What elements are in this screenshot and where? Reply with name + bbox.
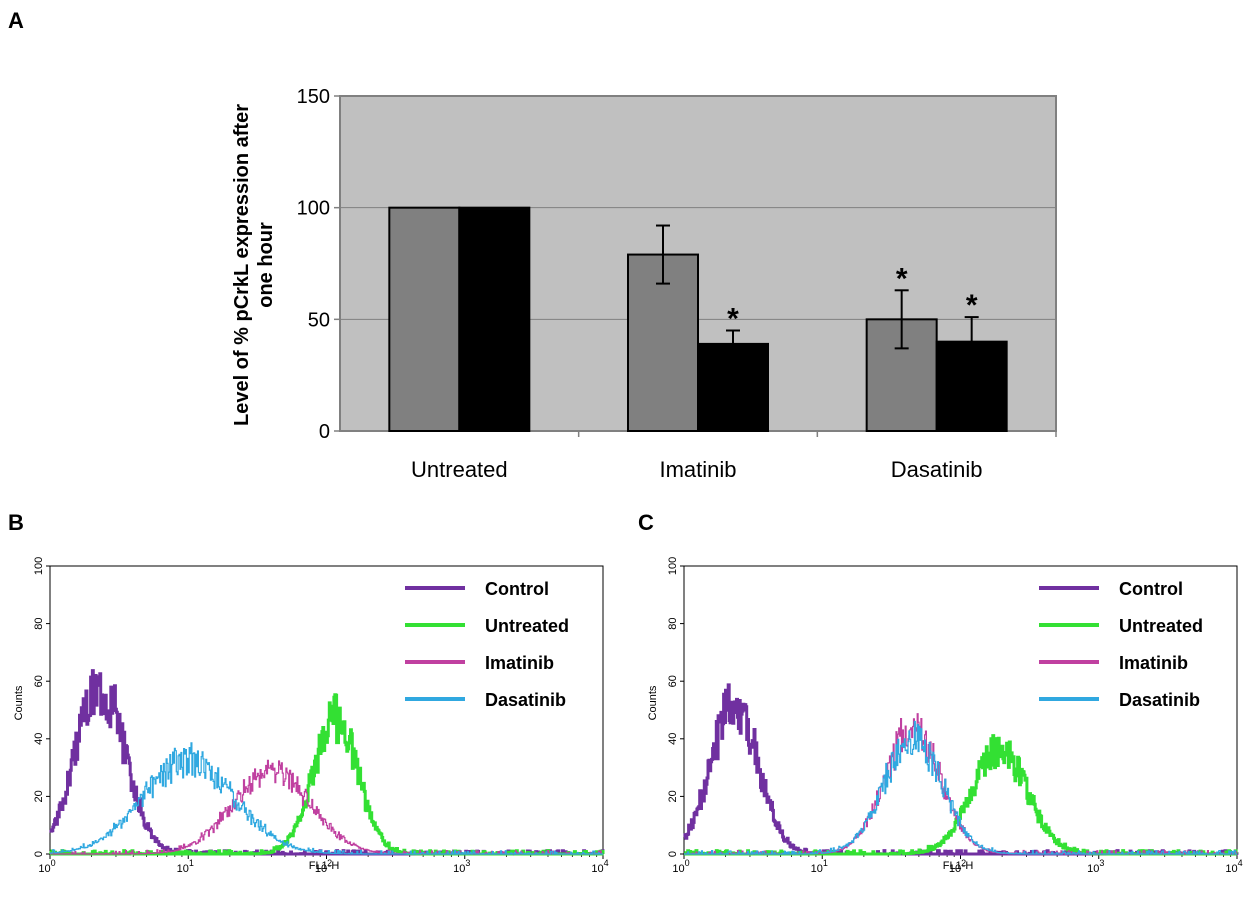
panel-letter-b: B (8, 510, 24, 535)
x-tick-exp: 3 (1099, 858, 1104, 868)
legend-entry: Imatinib (1119, 653, 1188, 673)
x-tick-exp: 0 (51, 858, 56, 868)
y-tick-label: 150 (297, 86, 330, 108)
x-tick-label: 102 (949, 858, 966, 875)
y-tick-label: 100 (667, 557, 679, 575)
x-tick-label: 104 (591, 858, 608, 875)
x-tick-label: 104 (1225, 858, 1242, 875)
x-tick-base: 10 (811, 863, 823, 875)
series-line (684, 720, 1237, 855)
bars-a (388, 206, 1008, 433)
x-tick-base: 10 (453, 863, 465, 875)
legend-entry: Dasatinib (1119, 690, 1200, 710)
y-tick-label: 0 (667, 851, 679, 857)
x-tick-label: 103 (453, 858, 470, 875)
legend-entry: Control (485, 579, 549, 599)
x-tick-label: 103 (1087, 858, 1104, 875)
y-tick-label: 0 (319, 421, 330, 443)
significance-star: * (966, 289, 978, 322)
series-lines-b (49, 669, 605, 856)
y-tick-label: 20 (33, 790, 45, 802)
x-tick-label: 101 (177, 858, 194, 875)
x-tick-exp: 1 (823, 858, 828, 868)
legend-c: Control Untreated Imatinib Dasatinib (1039, 579, 1203, 710)
x-axis-label-c: FL1-H (943, 860, 974, 872)
y-axis-label-b: Counts (13, 685, 25, 720)
significance-marks-a: * * * (727, 262, 978, 335)
x-category-label: Dasatinib (891, 457, 983, 482)
y-axis-label-a-line1: Level of % pCrkL expression after (231, 104, 253, 426)
legend-entry: Untreated (485, 616, 569, 636)
x-tick-exp: 0 (685, 858, 690, 868)
bar (388, 206, 461, 432)
x-tick-label: 101 (811, 858, 828, 875)
y-tick-label: 80 (667, 617, 679, 629)
y-tick-label: 100 (33, 557, 45, 575)
x-tick-base: 10 (315, 863, 327, 875)
x-categories-a: Untreated Imatinib Dasatinib (411, 431, 1057, 482)
x-tick-exp: 4 (604, 858, 609, 868)
series-line (50, 742, 603, 855)
x-tick-exp: 3 (465, 858, 470, 868)
panel-letter-a: A (8, 8, 24, 33)
error-bars-a (656, 224, 979, 368)
y-tick-label: 60 (667, 675, 679, 687)
x-tick-base: 10 (949, 863, 961, 875)
x-tick-base: 10 (1087, 863, 1099, 875)
legend-b: Control Untreated Imatinib Dasatinib (405, 579, 569, 710)
panel-letter-c: C (638, 510, 654, 535)
y-ticks-a: 0 50 100 150 (297, 86, 340, 443)
x-category-label: Imatinib (659, 457, 736, 482)
y-tick-label: 80 (33, 617, 45, 629)
x-tick-base: 10 (177, 863, 189, 875)
legend-entry: Untreated (1119, 616, 1203, 636)
y-axis-label-a-line2: one hour (255, 222, 277, 308)
series-lines-c (683, 683, 1239, 856)
x-tick-label: 100 (38, 858, 55, 875)
legend-entry: Dasatinib (485, 690, 566, 710)
x-tick-base: 10 (672, 863, 684, 875)
legend-entry: Control (1119, 579, 1183, 599)
y-tick-label: 40 (33, 733, 45, 745)
y-tick-label: 40 (667, 733, 679, 745)
x-tick-exp: 2 (327, 858, 332, 868)
x-tick-exp: 2 (961, 858, 966, 868)
x-tick-exp: 1 (189, 858, 194, 868)
y-tick-label: 60 (33, 675, 45, 687)
series-line (49, 693, 605, 856)
x-tick-label: 102 (315, 858, 332, 875)
bar-chart-a: * * * 0 50 100 150 Untreated Imatinib Dasatinib… (231, 86, 1057, 482)
y-axis-label-c: Counts (647, 685, 659, 720)
x-tick-exp: 4 (1238, 858, 1243, 868)
x-axis-label-b: FL1-H (309, 860, 340, 872)
significance-star: * (896, 262, 908, 295)
legend-entry: Imatinib (485, 653, 554, 673)
significance-star: * (727, 303, 739, 336)
y-tick-label: 100 (297, 198, 330, 220)
x-tick-base: 10 (591, 863, 603, 875)
x-category-label: Untreated (411, 457, 508, 482)
x-tick-base: 10 (38, 863, 50, 875)
y-tick-label: 50 (308, 309, 330, 331)
x-tick-base: 10 (1225, 863, 1237, 875)
y-tick-label: 20 (667, 790, 679, 802)
x-tick-label: 100 (672, 858, 689, 875)
y-tick-label: 0 (33, 851, 45, 857)
bar (458, 206, 531, 432)
